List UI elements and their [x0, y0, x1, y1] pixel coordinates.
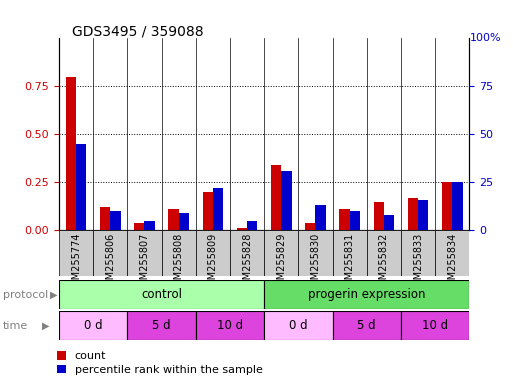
Text: 0 d: 0 d [84, 319, 103, 332]
Text: protocol: protocol [3, 290, 48, 300]
Bar [145, 221, 155, 230]
Bar [418, 200, 428, 230]
Bar [264, 280, 469, 309]
Bar [452, 182, 463, 230]
Bar [168, 209, 179, 230]
Bar [408, 198, 418, 230]
Text: GSM255774: GSM255774 [71, 233, 81, 292]
Text: control: control [141, 288, 182, 301]
Bar [66, 77, 76, 230]
Bar [271, 165, 281, 230]
Bar [196, 311, 264, 340]
Legend: count, percentile rank within the sample: count, percentile rank within the sample [57, 351, 263, 375]
Text: GSM255807: GSM255807 [140, 233, 149, 292]
Bar [134, 223, 145, 230]
Bar [281, 171, 291, 230]
Bar [384, 215, 394, 230]
Bar [196, 230, 230, 276]
Text: GSM255832: GSM255832 [379, 233, 389, 292]
Text: 0 d: 0 d [289, 319, 308, 332]
Bar [162, 230, 196, 276]
Bar [213, 188, 223, 230]
Bar [367, 230, 401, 276]
Bar [76, 144, 86, 230]
Bar [340, 209, 350, 230]
Text: GDS3495 / 359088: GDS3495 / 359088 [72, 25, 204, 39]
Bar [110, 211, 121, 230]
Bar [442, 182, 452, 230]
Text: 10 d: 10 d [422, 319, 448, 332]
Bar [401, 311, 469, 340]
Text: progerin expression: progerin expression [308, 288, 426, 301]
Bar [350, 211, 360, 230]
Bar [59, 230, 93, 276]
Bar [264, 230, 299, 276]
Text: GSM255808: GSM255808 [174, 233, 184, 292]
Bar [93, 230, 127, 276]
Text: GSM255806: GSM255806 [105, 233, 115, 292]
Text: GSM255834: GSM255834 [447, 233, 457, 292]
Bar [373, 202, 384, 230]
Bar [299, 230, 332, 276]
Bar [127, 230, 162, 276]
Bar [203, 192, 213, 230]
Bar [305, 223, 315, 230]
Text: ▶: ▶ [50, 290, 58, 300]
Text: time: time [3, 321, 28, 331]
Bar [315, 205, 326, 230]
Bar [100, 207, 110, 230]
Bar [332, 311, 401, 340]
Bar [264, 311, 332, 340]
Text: ▶: ▶ [42, 321, 50, 331]
Bar [127, 311, 196, 340]
Text: 100%: 100% [469, 33, 501, 43]
Bar [435, 230, 469, 276]
Bar [237, 228, 247, 230]
Text: 10 d: 10 d [217, 319, 243, 332]
Text: GSM255828: GSM255828 [242, 233, 252, 292]
Bar [179, 213, 189, 230]
Bar [247, 221, 258, 230]
Bar [401, 230, 435, 276]
Text: GSM255831: GSM255831 [345, 233, 354, 292]
Bar [59, 311, 127, 340]
Text: GSM255833: GSM255833 [413, 233, 423, 292]
Text: 5 d: 5 d [152, 319, 171, 332]
Text: GSM255829: GSM255829 [277, 233, 286, 292]
Text: GSM255830: GSM255830 [310, 233, 321, 292]
Text: GSM255809: GSM255809 [208, 233, 218, 292]
Bar [59, 280, 264, 309]
Bar [230, 230, 264, 276]
Text: 5 d: 5 d [358, 319, 376, 332]
Bar [332, 230, 367, 276]
